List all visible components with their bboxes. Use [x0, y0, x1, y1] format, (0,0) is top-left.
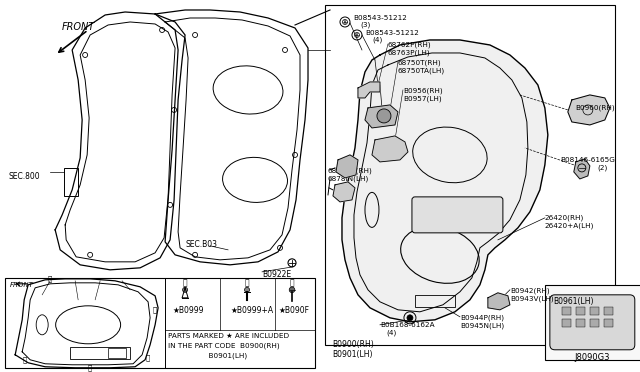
Text: B0900(RH): B0900(RH)	[332, 340, 374, 349]
Bar	[590, 307, 599, 315]
Text: 68750TA(LH): 68750TA(LH)	[398, 68, 445, 74]
Text: (4): (4)	[386, 330, 396, 336]
Text: B0956(RH): B0956(RH)	[403, 88, 443, 94]
Text: SEC.B03: SEC.B03	[185, 240, 217, 249]
Bar	[576, 307, 585, 315]
Text: B0901(LH): B0901(LH)	[332, 350, 372, 359]
Text: (4): (4)	[372, 37, 382, 44]
Text: B0B168-6162A: B0B168-6162A	[380, 322, 435, 328]
Text: B0922E: B0922E	[262, 270, 291, 279]
Polygon shape	[574, 159, 590, 179]
Text: ⓐ: ⓐ	[183, 279, 188, 288]
Text: 68763P(LH): 68763P(LH)	[388, 50, 431, 57]
Text: B0960(RH): B0960(RH)	[575, 105, 615, 112]
Text: (2): (2)	[598, 165, 608, 171]
Text: ⓒ: ⓒ	[153, 307, 157, 313]
Polygon shape	[365, 105, 398, 128]
Circle shape	[289, 287, 295, 293]
Bar	[604, 307, 613, 315]
Bar	[576, 319, 585, 327]
Text: FRONT: FRONT	[10, 282, 34, 288]
Polygon shape	[358, 82, 380, 98]
Polygon shape	[568, 95, 610, 125]
Text: B08146-6165G: B08146-6165G	[560, 157, 615, 163]
Bar	[64, 168, 78, 196]
Bar	[325, 5, 615, 345]
Bar	[5, 278, 315, 368]
Text: SEC.800: SEC.800	[8, 172, 40, 181]
Text: 68780N(RH): 68780N(RH)	[328, 168, 372, 174]
Text: ★B0999+A: ★B0999+A	[230, 306, 273, 315]
Text: PARTS MARKED ★ ARE INCLUDED: PARTS MARKED ★ ARE INCLUDED	[168, 333, 289, 339]
Circle shape	[182, 287, 188, 292]
Polygon shape	[372, 136, 408, 162]
Text: ⓒ: ⓒ	[290, 279, 294, 288]
Text: ⓓ: ⓓ	[23, 356, 28, 363]
Text: B0943V(LH): B0943V(LH)	[510, 296, 554, 302]
FancyBboxPatch shape	[550, 295, 635, 350]
Circle shape	[407, 315, 413, 321]
Circle shape	[244, 287, 250, 292]
Text: B0957(LH): B0957(LH)	[403, 96, 442, 102]
Text: B08543-51212: B08543-51212	[353, 15, 407, 21]
Bar	[545, 285, 640, 360]
Text: ⓐ: ⓐ	[48, 276, 52, 282]
Text: 26420(RH): 26420(RH)	[545, 215, 584, 221]
Polygon shape	[488, 293, 510, 310]
Text: B0945N(LH): B0945N(LH)	[460, 323, 504, 329]
Text: IN THE PART CODE  B0900(RH): IN THE PART CODE B0900(RH)	[168, 343, 280, 349]
Text: B08543-51212: B08543-51212	[365, 30, 419, 36]
Bar	[70, 347, 130, 359]
Text: (3): (3)	[360, 22, 370, 29]
Bar	[562, 307, 571, 315]
Text: B0944P(RH): B0944P(RH)	[460, 315, 504, 321]
Circle shape	[377, 109, 391, 123]
Text: FRONT: FRONT	[61, 22, 95, 32]
Text: 26420+A(LH): 26420+A(LH)	[545, 223, 594, 230]
FancyBboxPatch shape	[412, 197, 503, 233]
Text: 68762P(RH): 68762P(RH)	[388, 42, 431, 48]
Polygon shape	[336, 155, 358, 178]
Bar	[415, 295, 455, 307]
Text: ⓑ: ⓑ	[88, 365, 92, 371]
Bar	[562, 319, 571, 327]
Text: B0942(RH): B0942(RH)	[510, 288, 550, 294]
Polygon shape	[333, 182, 355, 202]
Bar	[590, 319, 599, 327]
Bar	[604, 319, 613, 327]
Text: 6878IN(LH): 6878IN(LH)	[328, 176, 369, 182]
Text: 68750T(RH): 68750T(RH)	[398, 60, 442, 67]
Text: ★B0999: ★B0999	[172, 306, 204, 315]
Bar	[108, 348, 126, 358]
Text: ⓔ: ⓔ	[146, 355, 150, 361]
Text: B0901(LH): B0901(LH)	[168, 353, 247, 359]
Text: B0961(LH): B0961(LH)	[553, 297, 593, 306]
Polygon shape	[342, 40, 548, 322]
Text: ★B090F: ★B090F	[278, 306, 309, 315]
Text: ⓑ: ⓑ	[244, 279, 250, 288]
Text: J8090G3: J8090G3	[574, 353, 610, 362]
